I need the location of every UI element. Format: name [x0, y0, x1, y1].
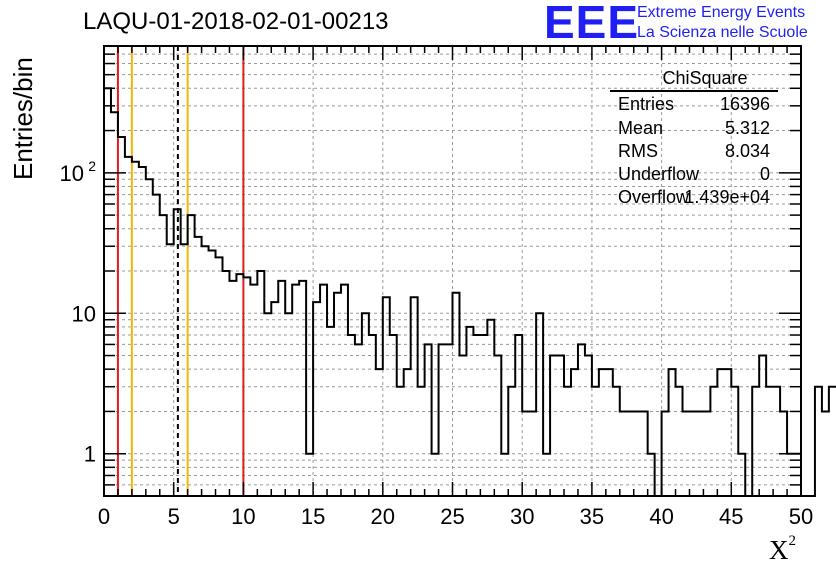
x-axis-label: X2	[769, 533, 797, 566]
stats-value: 1.439e+04	[684, 187, 770, 207]
stats-title: ChiSquare	[662, 68, 748, 88]
y-tick-label: 1	[84, 442, 96, 467]
stats-row-overflow: Overflow 1.439e+04	[618, 185, 770, 209]
stats-key: Mean	[618, 118, 664, 138]
stats-key: RMS	[618, 141, 658, 161]
logo-line-2: La Scienza nelle Scuole	[637, 24, 808, 41]
logo-line-1: Extreme Energy Events	[637, 4, 806, 21]
x-tick-label: 15	[301, 504, 325, 529]
x-tick-label: 0	[98, 504, 110, 529]
eee-logo: EEE Extreme Energy Events La Scienza nel…	[544, 0, 834, 48]
x-tick-label: 25	[440, 504, 464, 529]
x-tick-label: 5	[168, 504, 180, 529]
stats-row-underflow: Underflow 0	[618, 162, 770, 186]
stats-value: 5.312	[724, 118, 770, 138]
x-axis-label-superscript: 2	[788, 533, 797, 549]
stats-row-rms: RMS 8.034	[618, 139, 770, 163]
stats-value: 0	[759, 164, 770, 184]
chart-title: LAQU-01-2018-02-01-00213	[83, 8, 389, 35]
x-tick-label: 20	[371, 504, 395, 529]
y-tick-label: 10	[72, 301, 96, 326]
stats-divider	[610, 90, 778, 92]
stats-box: ChiSquare Entries 16396 Mean 5.312 RMS 8…	[610, 66, 780, 207]
stats-row-mean: Mean 5.312	[618, 116, 770, 140]
x-tick-label: 30	[510, 504, 534, 529]
stats-key: Underflow	[618, 164, 700, 184]
x-tick-label: 50	[789, 504, 813, 529]
y-axis-label: Entries/bin	[8, 57, 38, 180]
x-axis-label-symbol: X	[769, 535, 789, 565]
x-tick-label: 10	[231, 504, 255, 529]
stats-key: Entries	[618, 94, 675, 114]
x-tick-label: 45	[719, 504, 743, 529]
stats-row-entries: Entries 16396	[618, 92, 770, 116]
stats-value: 16396	[719, 94, 770, 114]
stats-key: Overflow	[618, 187, 690, 207]
y-tick-label: 10	[60, 161, 84, 186]
y-tick-label-exponent: 2	[88, 158, 96, 174]
eee-logo-mark: EEE	[544, 0, 640, 48]
x-tick-label: 40	[649, 504, 673, 529]
histogram-series	[104, 87, 836, 497]
x-tick-label: 35	[580, 504, 604, 529]
stats-value: 8.034	[724, 141, 770, 161]
